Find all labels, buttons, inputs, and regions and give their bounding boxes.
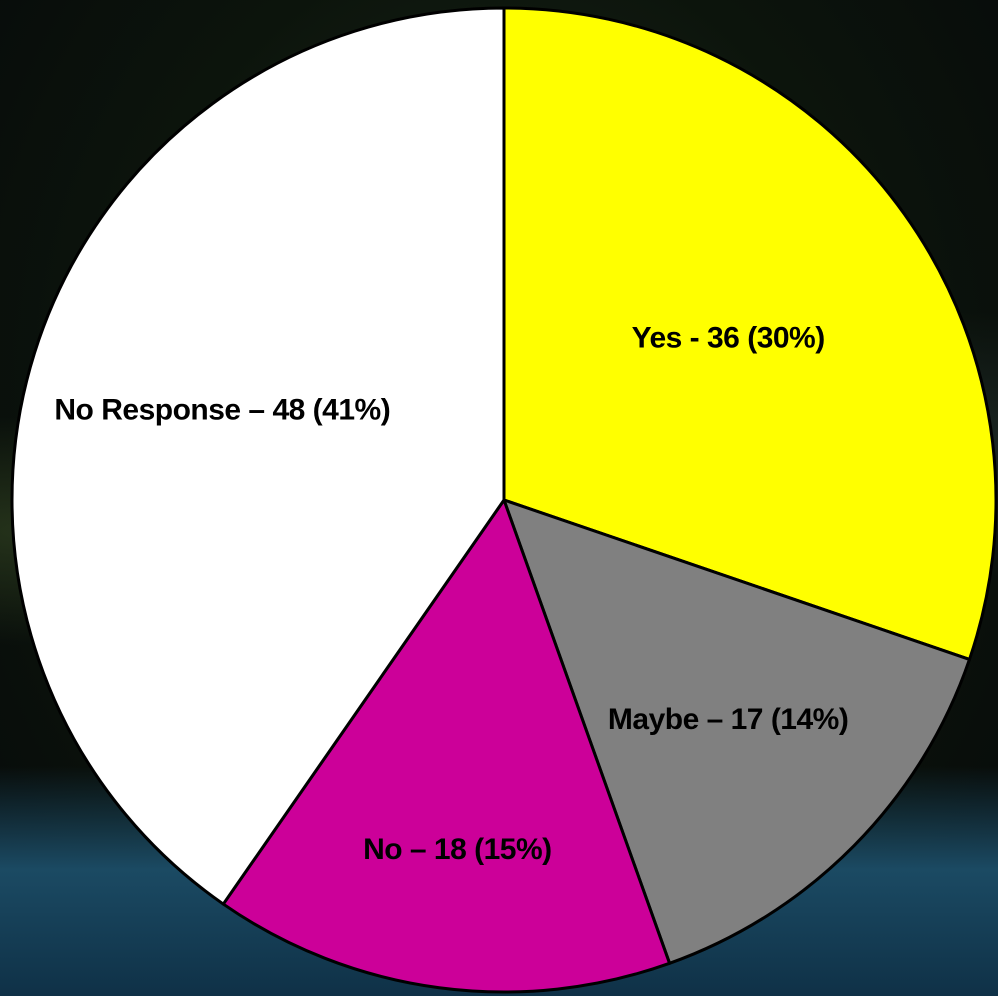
slice-label-0: Yes - 36 (30%): [632, 322, 825, 355]
slice-label-1: Maybe – 17 (14%): [608, 703, 848, 736]
slice-label-2: No – 18 (15%): [363, 833, 552, 866]
pie-slice-1: [502, 498, 971, 965]
slice-label-3: No Response – 48 (41%): [54, 394, 390, 427]
pie-slice-0: [502, 6, 998, 661]
pie-slice-3: [10, 6, 506, 906]
pie-slice-2: [221, 498, 672, 994]
